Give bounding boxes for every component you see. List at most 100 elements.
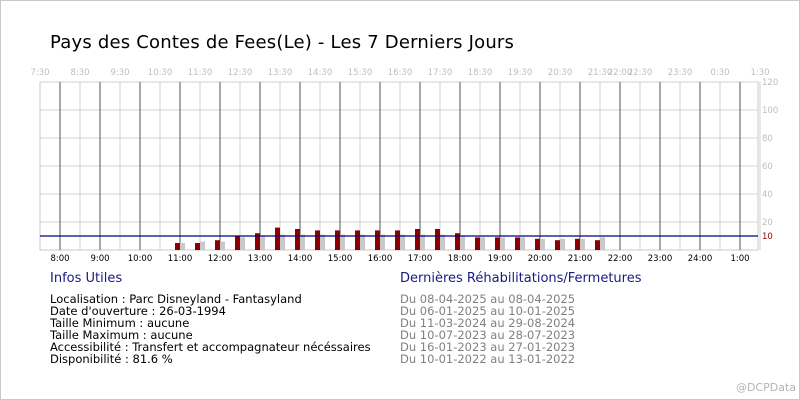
bar-secondary	[480, 237, 485, 250]
closure-line: Du 06-01-2025 au 10-01-2025	[400, 304, 576, 318]
y-axis-label: 40	[762, 190, 773, 200]
bottom-axis-label: 17:00	[408, 254, 433, 264]
top-axis-label: 1:30	[750, 68, 769, 78]
closures-section: Dernières Réhabilitations/Fermetures Du …	[400, 271, 780, 366]
bottom-axis-label: 16:00	[368, 254, 393, 264]
chart-title: Pays des Contes de Fees(Le) - Les 7 Dern…	[50, 32, 515, 53]
top-axis-label: 8:30	[70, 68, 89, 78]
bar-primary	[395, 230, 400, 250]
watermark: @DCPData	[735, 381, 796, 394]
bottom-axis-label: 13:00	[248, 254, 273, 264]
bar-primary	[595, 240, 600, 250]
bar-primary	[275, 227, 280, 250]
bar-primary	[515, 237, 520, 250]
closure-line: Du 10-07-2023 au 28-07-2023	[400, 328, 576, 342]
info-section: Infos Utiles Localisation : Parc Disneyl…	[50, 271, 430, 366]
chart-bars	[175, 227, 605, 250]
info-line: Disponibilité : 81.6 %	[50, 352, 173, 366]
bottom-axis-label: 24:00	[688, 254, 713, 264]
closure-line: Du 16-01-2023 au 27-01-2023	[400, 340, 576, 354]
bar-primary	[355, 230, 360, 250]
bar-secondary	[180, 243, 185, 250]
bottom-axis-label: 22:00	[608, 254, 633, 264]
bar-secondary	[420, 234, 425, 250]
chart-grid	[39, 81, 761, 251]
bar-secondary	[600, 237, 605, 250]
axis-labels: 7:30 8:30 9:30 10:30 11:30 12:30 13:30 14:30 15:…	[30, 68, 778, 264]
bottom-axis-label: 20:00	[528, 254, 553, 264]
top-axis-label: 9:30	[110, 68, 129, 78]
closures-heading: Dernières Réhabilitations/Fermetures	[400, 271, 642, 286]
y-axis-label: 80	[762, 134, 773, 144]
bar-secondary	[340, 234, 345, 250]
bar-secondary	[300, 234, 305, 250]
wait-time-chart: 7:30 8:30 9:30 10:30 11:30 12:30 13:30 14:30 15:…	[30, 68, 778, 264]
bar-secondary	[580, 238, 585, 250]
bar-primary	[555, 240, 560, 250]
top-axis-label: 19:30	[508, 68, 533, 78]
bar-primary	[195, 243, 200, 250]
top-axis-label: 14:30	[308, 68, 333, 78]
y-axis-label: 100	[762, 106, 778, 116]
bar-primary	[175, 243, 180, 250]
bottom-axis-label: 19:00	[488, 254, 513, 264]
top-axis-label: 22:00	[608, 68, 633, 78]
bottom-axis-label: 14:00	[288, 254, 313, 264]
bottom-axis-label: 21:00	[568, 254, 593, 264]
y-axis-label: 120	[762, 78, 778, 88]
bottom-axis-label: 23:00	[648, 254, 673, 264]
bar-primary	[475, 237, 480, 250]
top-axis-label: 23:30	[668, 68, 693, 78]
bottom-axis-label: 11:00	[168, 254, 193, 264]
bar-primary	[535, 238, 540, 250]
closure-line: Du 10-01-2022 au 13-01-2022	[400, 352, 576, 366]
top-axis-label: 11:30	[188, 68, 213, 78]
bottom-axis-label: 18:00	[448, 254, 473, 264]
bar-primary	[575, 238, 580, 250]
bottom-axis-label: 12:00	[208, 254, 233, 264]
top-axis-label: 18:30	[468, 68, 493, 78]
bar-secondary	[440, 234, 445, 250]
bar-primary	[295, 229, 300, 250]
closure-line: Du 08-04-2025 au 08-04-2025	[400, 292, 576, 306]
top-axis-label: 13:30	[268, 68, 293, 78]
bar-primary	[375, 230, 380, 250]
bar-primary	[255, 233, 260, 250]
top-axis-label: 17:30	[428, 68, 453, 78]
info-line: Accessibilité : Transfert et accompagnat…	[50, 340, 371, 354]
info-heading: Infos Utiles	[50, 271, 123, 286]
top-axis-label: 0:30	[710, 68, 729, 78]
bar-secondary	[380, 234, 385, 250]
bar-secondary	[560, 238, 565, 250]
y-axis-label: 60	[762, 162, 773, 172]
bar-primary	[495, 237, 500, 250]
top-axis-label: 22:30	[628, 68, 653, 78]
bar-primary	[455, 233, 460, 250]
top-axis-label: 20:30	[548, 68, 573, 78]
bar-primary	[235, 236, 240, 250]
bar-primary	[435, 229, 440, 250]
bar-secondary	[500, 237, 505, 250]
bar-secondary	[280, 234, 285, 250]
top-axis-label: 7:30	[30, 68, 49, 78]
top-axis-label: 21:30	[588, 68, 613, 78]
bottom-axis-label: 1:00	[730, 254, 749, 264]
bar-secondary	[240, 237, 245, 250]
bar-secondary	[540, 238, 545, 250]
bar-secondary	[220, 241, 225, 250]
bar-secondary	[520, 237, 525, 250]
info-line: Taille Minimum : aucune	[50, 316, 190, 330]
bar-primary	[335, 230, 340, 250]
info-line: Localisation : Parc Disneyland - Fantasy…	[50, 292, 302, 306]
top-axis-label: 15:30	[348, 68, 373, 78]
top-axis-label: 10:30	[148, 68, 173, 78]
bottom-axis-label: 15:00	[328, 254, 353, 264]
bar-secondary	[320, 234, 325, 250]
bottom-axis-label: 9:00	[90, 254, 109, 264]
bar-primary	[315, 230, 320, 250]
bottom-axis-label: 10:00	[128, 254, 153, 264]
bar-secondary	[200, 241, 205, 250]
bar-secondary	[260, 236, 265, 250]
closure-line: Du 11-03-2024 au 29-08-2024	[400, 316, 576, 330]
bar-secondary	[400, 234, 405, 250]
